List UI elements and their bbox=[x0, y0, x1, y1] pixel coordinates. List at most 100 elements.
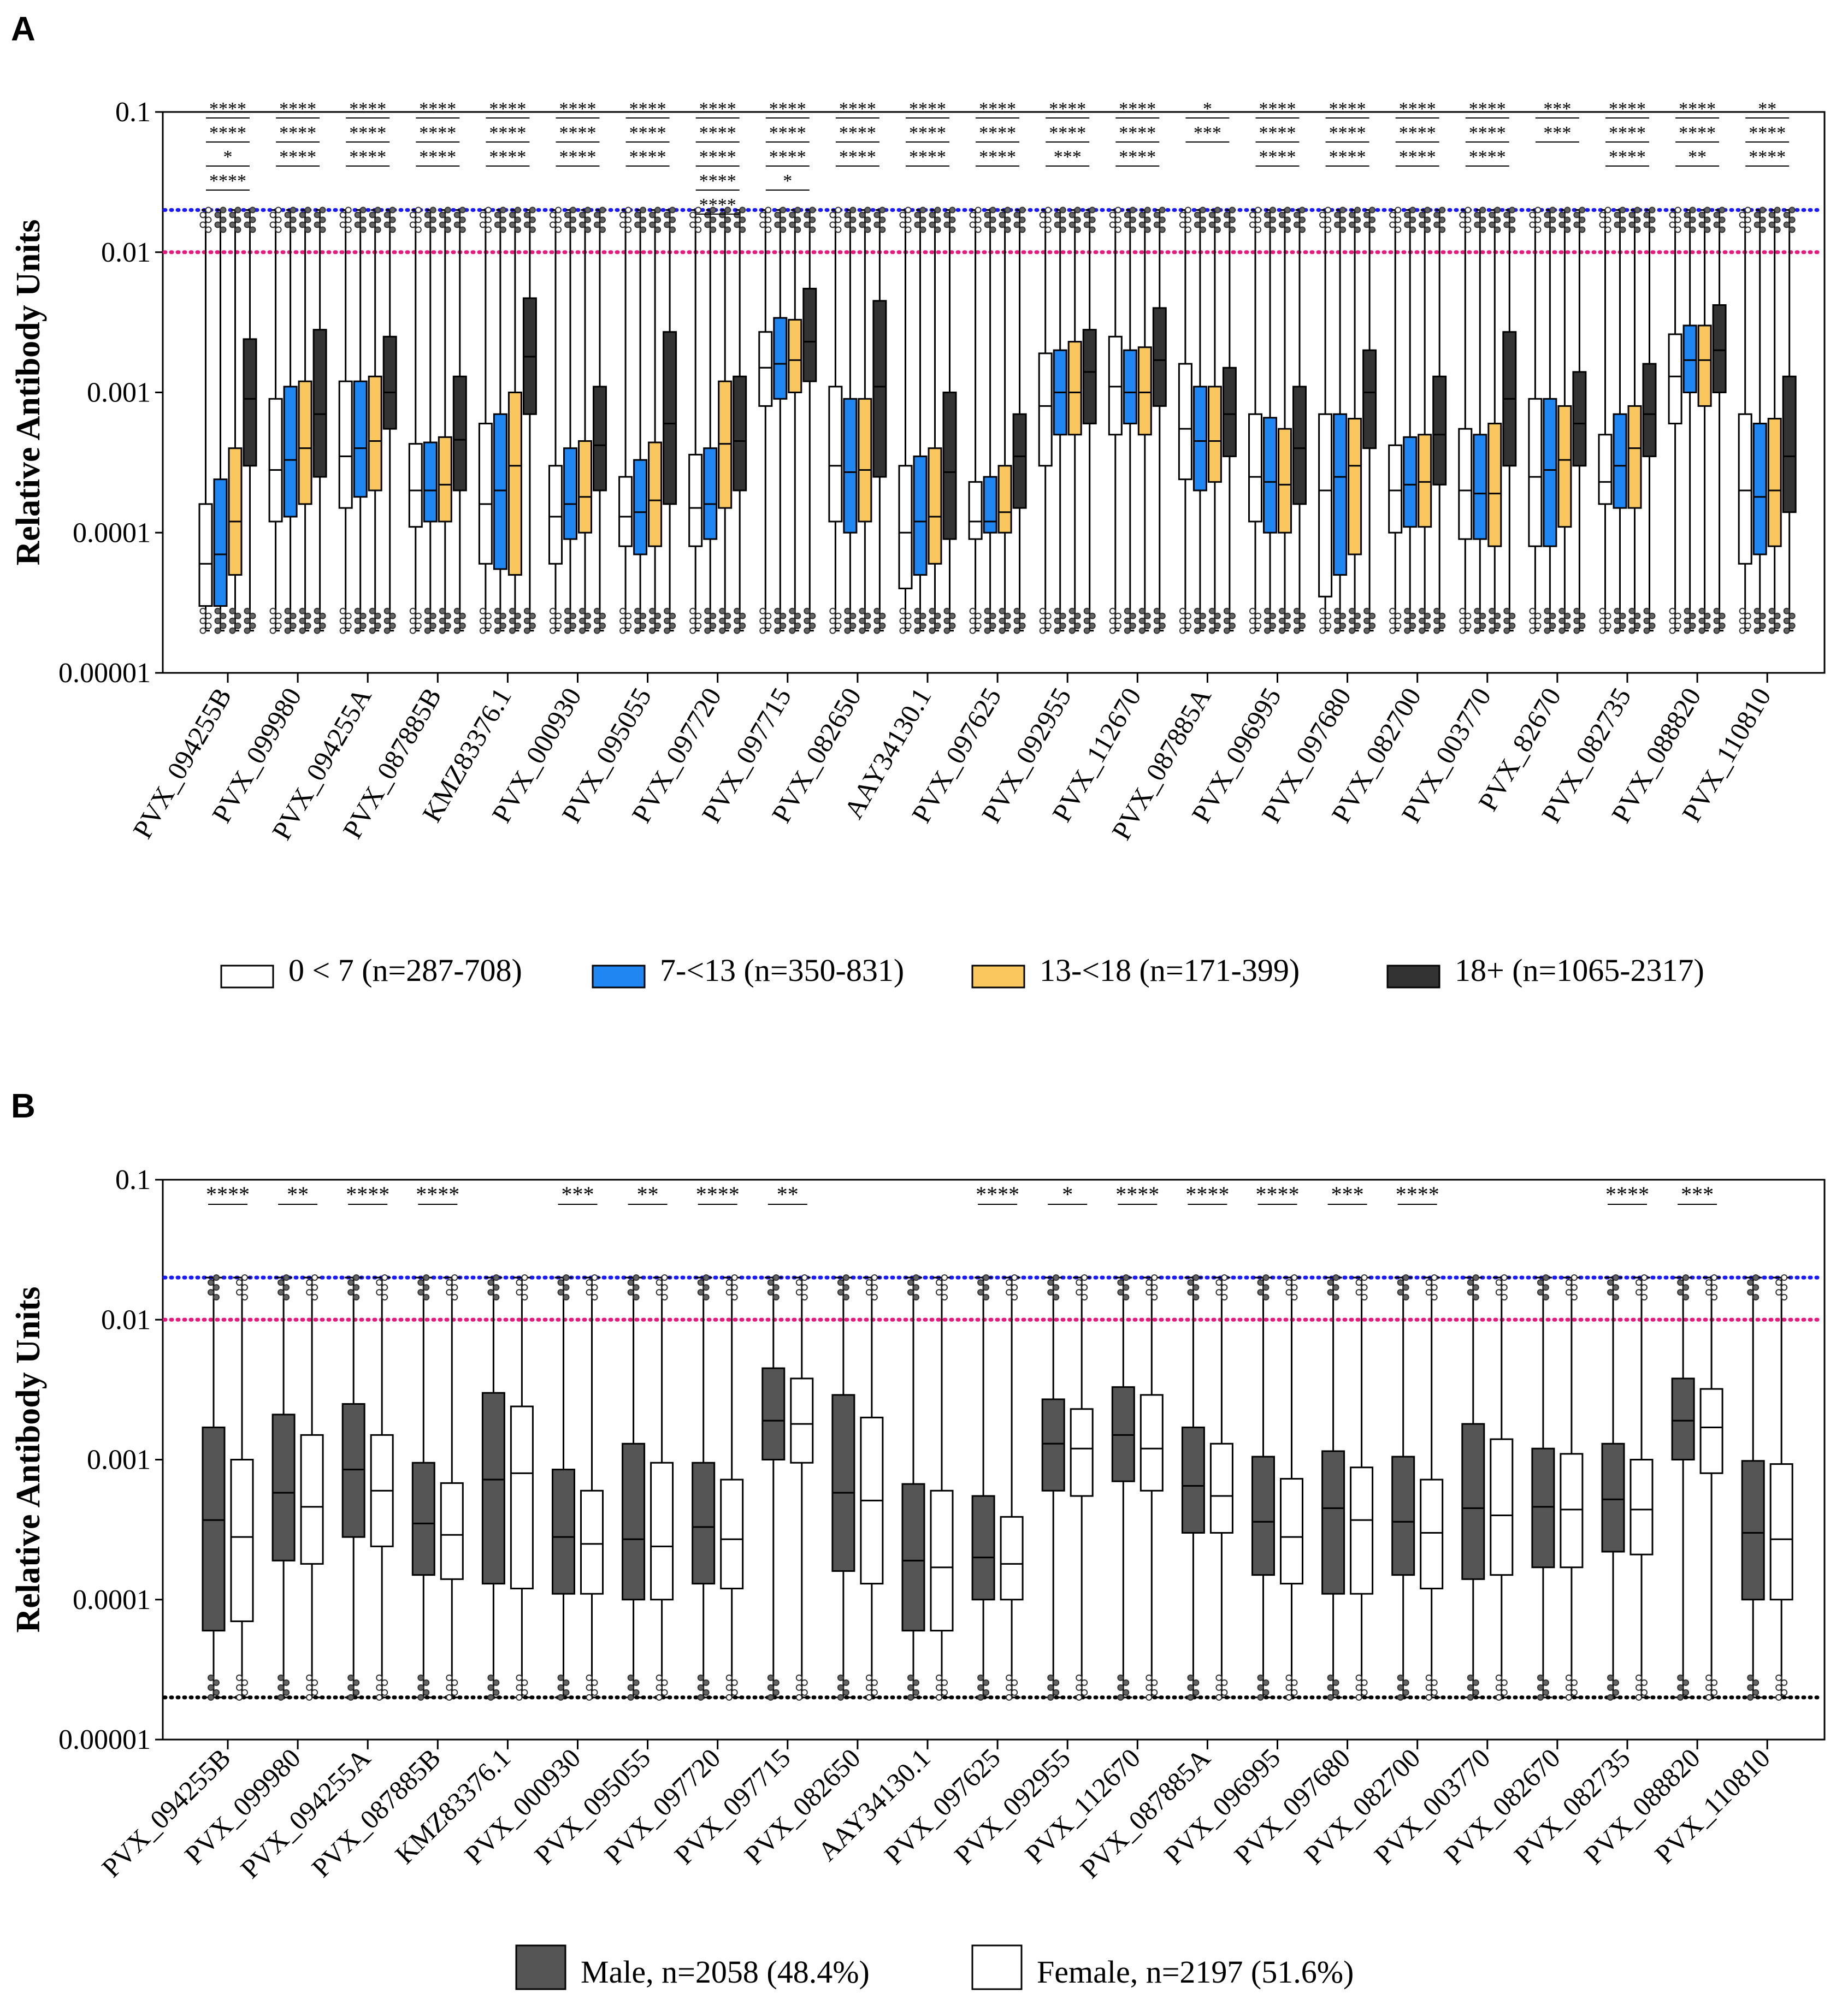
outlier-point bbox=[1424, 612, 1431, 619]
outlier-point bbox=[376, 1684, 383, 1691]
outlier-point bbox=[1138, 617, 1146, 624]
outlier-point bbox=[1775, 1694, 1782, 1701]
outlier-point bbox=[586, 1289, 593, 1296]
outlier-point bbox=[1549, 622, 1556, 629]
outlier-point bbox=[1747, 1289, 1754, 1296]
outlier-point bbox=[557, 1694, 564, 1701]
significance-label: **** bbox=[629, 123, 666, 143]
outlier-point bbox=[795, 1674, 802, 1681]
outlier-point bbox=[1179, 627, 1186, 634]
significance-label: **** bbox=[1749, 147, 1786, 167]
outlier-point bbox=[975, 216, 982, 223]
outlier-point bbox=[1529, 607, 1536, 614]
outlier-point bbox=[1059, 622, 1066, 629]
outlier-point bbox=[1698, 617, 1705, 624]
outlier-point bbox=[1264, 607, 1271, 614]
outlier-point bbox=[1759, 612, 1766, 619]
outlier-point bbox=[278, 1674, 285, 1681]
outlier-point bbox=[640, 226, 647, 233]
outlier-point bbox=[1783, 607, 1790, 614]
outlier-point bbox=[1579, 612, 1586, 619]
outlier-point bbox=[1604, 206, 1611, 214]
outlier-point bbox=[439, 221, 446, 228]
outlier-point bbox=[1570, 1294, 1578, 1301]
outlier-point bbox=[1354, 622, 1361, 629]
box-18- bbox=[593, 386, 607, 492]
outlier-point bbox=[849, 622, 857, 629]
outlier-point bbox=[1129, 226, 1136, 233]
box-18- bbox=[1362, 349, 1377, 449]
outlier-point bbox=[1558, 221, 1566, 228]
outlier-point bbox=[873, 211, 881, 218]
box-0-7 bbox=[338, 380, 353, 509]
significance-label: **** bbox=[699, 147, 736, 167]
outlier-point bbox=[514, 216, 521, 223]
box-0-7 bbox=[758, 331, 773, 407]
outlier-point bbox=[1068, 221, 1076, 228]
outlier-point bbox=[1129, 612, 1136, 619]
outlier-point bbox=[724, 622, 731, 629]
outlier-point bbox=[424, 221, 431, 228]
outlier-point bbox=[1752, 1284, 1760, 1291]
outlier-point bbox=[1279, 607, 1285, 614]
outlier-point bbox=[1713, 627, 1720, 634]
outlier-point bbox=[389, 622, 396, 629]
outlier-point bbox=[1684, 221, 1691, 228]
outlier-point bbox=[1395, 216, 1402, 223]
outlier-point bbox=[1509, 216, 1516, 223]
outlier-point bbox=[369, 607, 376, 614]
outlier-point bbox=[1006, 1289, 1013, 1296]
outlier-point bbox=[661, 1679, 668, 1686]
outlier-point bbox=[1053, 1284, 1060, 1291]
box-male bbox=[901, 1483, 925, 1632]
outlier-point bbox=[1138, 221, 1146, 228]
outlier-point bbox=[1262, 1274, 1270, 1281]
outlier-point bbox=[1319, 211, 1326, 218]
outlier-point bbox=[1614, 211, 1621, 218]
outlier-point bbox=[1628, 211, 1636, 218]
outlier-point bbox=[969, 617, 976, 624]
box-0-7 bbox=[1318, 413, 1333, 598]
outlier-point bbox=[304, 206, 311, 214]
outlier-point bbox=[871, 1689, 878, 1696]
outlier-point bbox=[1089, 622, 1096, 629]
outlier-point bbox=[306, 1694, 313, 1701]
box-0-7 bbox=[1598, 434, 1613, 505]
outlier-point bbox=[1613, 1679, 1619, 1686]
outlier-point bbox=[689, 221, 696, 228]
significance-label: *** bbox=[1543, 99, 1571, 119]
y-tick-label: 0.00001 bbox=[58, 1724, 151, 1755]
outlier-point bbox=[1004, 216, 1011, 223]
outlier-point bbox=[1151, 1274, 1158, 1281]
outlier-point bbox=[594, 617, 600, 624]
outlier-point bbox=[1187, 1279, 1194, 1286]
outlier-point bbox=[1044, 226, 1052, 233]
outlier-point bbox=[914, 221, 921, 228]
outlier-point bbox=[499, 206, 506, 214]
significance-label: ** bbox=[637, 1182, 659, 1206]
outlier-point bbox=[984, 211, 991, 218]
outlier-point bbox=[1389, 617, 1396, 624]
box-female bbox=[1139, 1394, 1164, 1492]
outlier-point bbox=[719, 617, 726, 624]
outlier-point bbox=[879, 622, 886, 629]
outlier-point bbox=[311, 1679, 318, 1686]
outlier-point bbox=[1711, 1294, 1718, 1301]
outlier-point bbox=[1369, 226, 1376, 233]
outlier-point bbox=[1363, 211, 1371, 218]
outlier-point bbox=[1291, 1689, 1298, 1696]
outlier-point bbox=[1284, 226, 1291, 233]
outlier-point bbox=[795, 1289, 802, 1296]
outlier-point bbox=[1529, 211, 1536, 218]
outlier-point bbox=[1558, 607, 1566, 614]
outlier-point bbox=[1783, 627, 1790, 634]
outlier-point bbox=[1044, 612, 1052, 619]
box-male bbox=[1181, 1426, 1205, 1534]
outlier-point bbox=[594, 607, 600, 614]
outlier-point bbox=[1775, 1674, 1782, 1681]
outlier-point bbox=[656, 1684, 663, 1691]
outlier-point bbox=[864, 226, 871, 233]
outlier-point bbox=[1439, 216, 1446, 223]
outlier-point bbox=[1355, 1674, 1362, 1681]
outlier-point bbox=[1332, 1294, 1339, 1301]
